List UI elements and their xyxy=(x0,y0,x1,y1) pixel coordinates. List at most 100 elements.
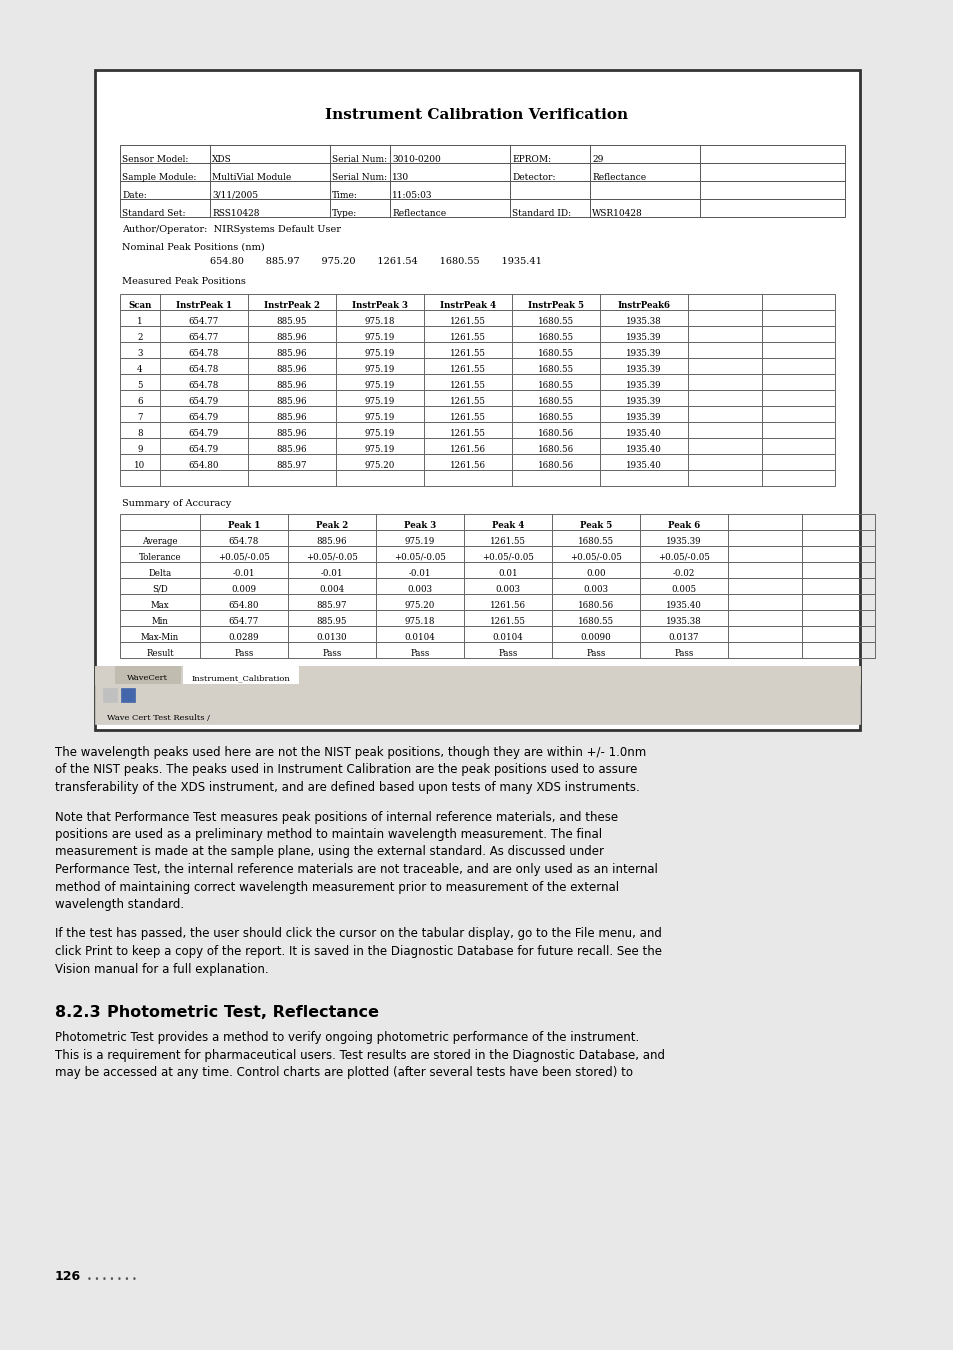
Text: The wavelength peaks used here are not the NIST peak positions, though they are : The wavelength peaks used here are not t… xyxy=(55,747,645,759)
Text: 8.2.3: 8.2.3 xyxy=(55,1004,100,1021)
Text: wavelength standard.: wavelength standard. xyxy=(55,898,184,911)
Text: 885.97: 885.97 xyxy=(316,601,347,609)
Text: Tolerance: Tolerance xyxy=(138,552,181,562)
Text: InstrPeak 5: InstrPeak 5 xyxy=(527,301,583,309)
Text: 3/11/2005: 3/11/2005 xyxy=(212,190,258,200)
Text: 0.0104: 0.0104 xyxy=(404,633,435,641)
Text: 885.97: 885.97 xyxy=(276,460,307,470)
Bar xyxy=(115,666,180,683)
Text: RSS10428: RSS10428 xyxy=(212,208,259,217)
Text: Scan: Scan xyxy=(128,301,152,309)
Bar xyxy=(95,706,859,724)
Text: 0.0104: 0.0104 xyxy=(492,633,523,641)
Text: Pass: Pass xyxy=(322,648,341,657)
Text: method of maintaining correct wavelength measurement prior to measurement of the: method of maintaining correct wavelength… xyxy=(55,880,618,894)
Text: 1261.56: 1261.56 xyxy=(450,444,485,454)
Text: positions are used as a preliminary method to maintain wavelength measurement. T: positions are used as a preliminary meth… xyxy=(55,828,601,841)
Text: 885.96: 885.96 xyxy=(276,364,307,374)
Text: 1680.55: 1680.55 xyxy=(578,617,614,625)
Bar xyxy=(103,688,117,702)
Bar xyxy=(120,374,834,390)
Text: InstrPeak6: InstrPeak6 xyxy=(617,301,670,309)
Text: Measured Peak Positions: Measured Peak Positions xyxy=(122,278,246,286)
Text: Instrument Calibration Verification: Instrument Calibration Verification xyxy=(325,108,628,122)
Text: Type:: Type: xyxy=(332,208,356,217)
Text: 4: 4 xyxy=(137,364,143,374)
Text: 975.19: 975.19 xyxy=(364,381,395,390)
Text: -0.01: -0.01 xyxy=(233,568,255,578)
Text: 1935.40: 1935.40 xyxy=(665,601,701,609)
Text: 1261.56: 1261.56 xyxy=(490,601,525,609)
Text: 975.19: 975.19 xyxy=(404,536,435,545)
Bar xyxy=(120,144,844,163)
Text: Pass: Pass xyxy=(674,648,693,657)
Text: 1680.55: 1680.55 xyxy=(537,381,574,390)
Text: click Print to keep a copy of the report. It is saved in the Diagnostic Database: click Print to keep a copy of the report… xyxy=(55,945,661,958)
Text: 1935.39: 1935.39 xyxy=(625,413,661,421)
Text: Sensor Model:: Sensor Model: xyxy=(122,154,188,163)
Text: 654.79: 654.79 xyxy=(189,444,219,454)
Text: -0.02: -0.02 xyxy=(672,568,695,578)
Text: 1680.55: 1680.55 xyxy=(537,348,574,358)
Text: 1261.55: 1261.55 xyxy=(450,428,485,437)
Text: 6: 6 xyxy=(137,397,143,405)
Text: 1680.55: 1680.55 xyxy=(537,332,574,342)
Bar xyxy=(120,454,834,470)
Text: 1261.55: 1261.55 xyxy=(450,332,485,342)
Text: 0.004: 0.004 xyxy=(319,585,344,594)
Text: 5: 5 xyxy=(137,381,143,390)
Text: Delta: Delta xyxy=(149,568,172,578)
Text: Pass: Pass xyxy=(497,648,517,657)
Text: 1935.38: 1935.38 xyxy=(625,316,661,325)
Text: 1935.40: 1935.40 xyxy=(625,444,661,454)
Text: measurement is made at the sample plane, using the external standard. As discuss: measurement is made at the sample plane,… xyxy=(55,845,603,859)
Text: MultiVial Module: MultiVial Module xyxy=(212,173,291,181)
Text: 1935.39: 1935.39 xyxy=(625,397,661,405)
Text: +0.05/-0.05: +0.05/-0.05 xyxy=(218,552,270,562)
Text: 1935.39: 1935.39 xyxy=(665,536,701,545)
Bar xyxy=(120,545,874,562)
Text: 1935.40: 1935.40 xyxy=(625,460,661,470)
Bar xyxy=(120,390,834,406)
Text: Peak 5: Peak 5 xyxy=(579,521,612,529)
Bar xyxy=(95,666,859,684)
Text: 975.19: 975.19 xyxy=(364,348,395,358)
Bar xyxy=(120,406,834,423)
Text: 885.96: 885.96 xyxy=(276,332,307,342)
Text: +0.05/-0.05: +0.05/-0.05 xyxy=(394,552,445,562)
Text: Wave Cert Test Results /: Wave Cert Test Results / xyxy=(107,714,210,722)
Text: 654.77: 654.77 xyxy=(189,316,219,325)
Bar xyxy=(95,70,859,730)
Text: 0.003: 0.003 xyxy=(407,585,432,594)
Bar xyxy=(120,626,874,643)
Text: Photometric Test, Reflectance: Photometric Test, Reflectance xyxy=(107,1004,378,1021)
Text: 975.20: 975.20 xyxy=(364,460,395,470)
Text: 654.78: 654.78 xyxy=(229,536,259,545)
Text: Serial Num:: Serial Num: xyxy=(332,173,387,181)
Text: Performance Test, the internal reference materials are not traceable, and are on: Performance Test, the internal reference… xyxy=(55,863,658,876)
Text: 1680.56: 1680.56 xyxy=(537,444,574,454)
Text: 885.96: 885.96 xyxy=(316,536,347,545)
Text: 0.009: 0.009 xyxy=(232,585,256,594)
Text: • • • • • • •: • • • • • • • xyxy=(87,1274,136,1284)
Text: This is a requirement for pharmaceutical users. Test results are stored in the D: This is a requirement for pharmaceutical… xyxy=(55,1049,664,1061)
Text: Pass: Pass xyxy=(586,648,605,657)
Text: 0.01: 0.01 xyxy=(497,568,517,578)
Bar xyxy=(120,562,874,578)
Text: InstrPeak 4: InstrPeak 4 xyxy=(439,301,496,309)
Text: Pass: Pass xyxy=(234,648,253,657)
Text: 8: 8 xyxy=(137,428,143,437)
Text: may be accessed at any time. Control charts are plotted (after several tests hav: may be accessed at any time. Control cha… xyxy=(55,1066,633,1079)
Text: 654.79: 654.79 xyxy=(189,397,219,405)
Text: 975.19: 975.19 xyxy=(364,428,395,437)
Text: Time:: Time: xyxy=(332,190,357,200)
Text: Peak 6: Peak 6 xyxy=(667,521,700,529)
Text: 10: 10 xyxy=(134,460,146,470)
Text: 130: 130 xyxy=(392,173,409,181)
Text: InstrPeak 2: InstrPeak 2 xyxy=(264,301,319,309)
Text: 654.80: 654.80 xyxy=(229,601,259,609)
Bar xyxy=(120,198,844,217)
Text: 1680.56: 1680.56 xyxy=(537,460,574,470)
Text: Photometric Test provides a method to verify ongoing photometric performance of : Photometric Test provides a method to ve… xyxy=(55,1031,639,1044)
Text: 0.005: 0.005 xyxy=(671,585,696,594)
